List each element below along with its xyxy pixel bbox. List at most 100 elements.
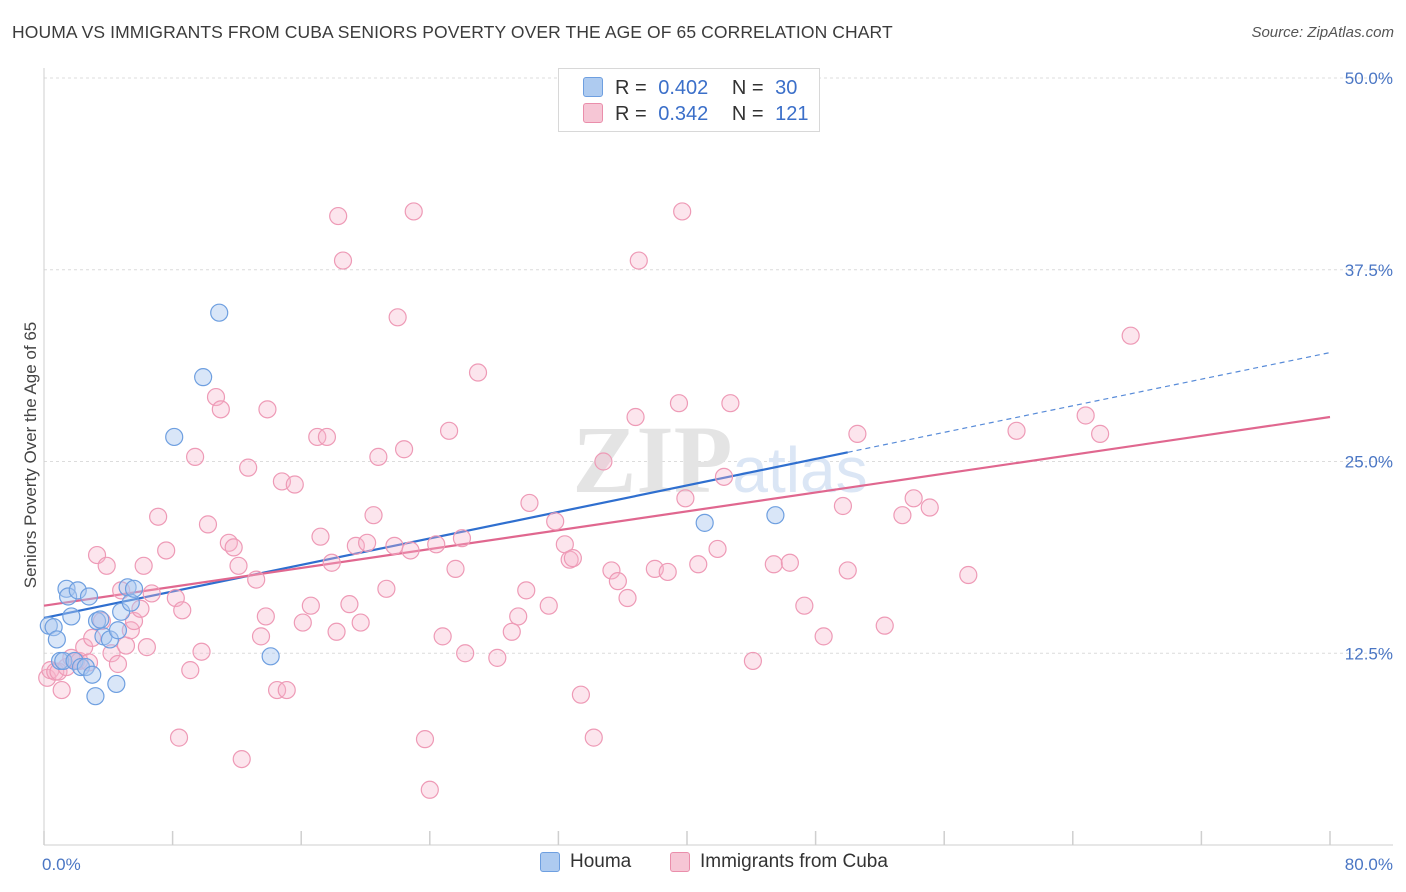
cuba-point <box>211 400 230 419</box>
cuba-point <box>131 599 150 618</box>
r-value: 0.342 <box>658 103 709 125</box>
axes <box>43 68 1393 846</box>
cuba-point <box>285 475 304 494</box>
cuba-point <box>427 535 446 554</box>
cuba-point <box>192 642 211 661</box>
cuba-point <box>446 559 465 578</box>
cuba-point <box>764 555 783 574</box>
cuba-point <box>721 394 740 413</box>
cuba-point <box>327 622 346 641</box>
houma-point <box>766 506 785 525</box>
source-credit: Source: ZipAtlas.com <box>1251 24 1394 41</box>
cuba-point <box>247 570 266 589</box>
n-value: 121 <box>775 103 809 125</box>
houma-point <box>47 630 66 649</box>
legend-houma-label: Houma <box>570 851 632 872</box>
cuba-point <box>502 622 521 641</box>
cuba-point <box>258 400 277 419</box>
cuba-point <box>848 424 867 443</box>
cuba-point <box>401 541 420 560</box>
cuba-point <box>52 680 71 700</box>
houma-point <box>59 587 78 606</box>
stats-row-houma: R = 0.402 N = 30 <box>583 77 798 99</box>
y-axis-label: Seniors Poverty Over the Age of 65 <box>21 322 40 588</box>
cuba-point <box>488 648 507 667</box>
houma-point <box>62 607 81 626</box>
cuba-point <box>346 536 365 555</box>
cuba-point <box>1007 421 1026 440</box>
houma-point <box>107 674 126 694</box>
cuba-point <box>594 452 613 471</box>
cuba-point <box>340 595 359 614</box>
series-immigrants-from-cuba <box>38 202 1140 799</box>
cuba-point <box>708 539 727 559</box>
cuba-point <box>116 636 136 655</box>
n-label: N = <box>731 77 764 99</box>
cuba-point <box>256 607 275 626</box>
houma-point <box>210 303 229 322</box>
houma-point <box>79 587 99 606</box>
cuba-point <box>517 581 536 600</box>
houma-point <box>695 513 714 532</box>
cuba-point <box>626 407 645 427</box>
cuba-point <box>232 749 251 769</box>
cuba-point <box>658 562 677 582</box>
cuba-point <box>1076 406 1095 425</box>
cuba-point <box>277 680 296 700</box>
cuba-point <box>293 613 312 632</box>
x-tick-label-max: 80.0% <box>1345 855 1393 874</box>
cuba-point <box>149 507 168 526</box>
cuba-point <box>602 561 621 580</box>
cuba-point <box>377 579 396 598</box>
cuba-point <box>308 427 327 447</box>
cuba-point <box>415 730 435 749</box>
cuba-point <box>267 680 287 700</box>
cuba-point <box>229 556 248 575</box>
cuba-point <box>420 780 439 799</box>
legend-houma-swatch <box>540 852 560 872</box>
cuba-point <box>780 553 799 572</box>
cuba-point <box>673 202 692 221</box>
cuba-point <box>108 654 128 674</box>
stats-legend: R = 0.402 N = 30 R = 0.342 N = 121 <box>558 68 820 132</box>
cuba-point <box>676 489 695 508</box>
cuba-point <box>358 533 377 552</box>
cuba-point <box>893 506 912 525</box>
cuba-point <box>520 493 539 513</box>
cuba-point <box>329 206 348 226</box>
cuba-point <box>468 363 488 382</box>
houma-point <box>112 602 131 621</box>
cuba-point <box>795 596 814 615</box>
cuba-point <box>433 627 452 646</box>
cuba-point <box>311 527 330 546</box>
cuba-point <box>456 644 475 663</box>
cuba-point <box>875 616 894 635</box>
cuba-point <box>743 651 763 671</box>
y-tick-label: 12.5% <box>1345 644 1393 663</box>
houma-point <box>83 665 102 684</box>
cuba-point <box>608 572 627 591</box>
cuba-point <box>102 644 121 663</box>
cuba-point <box>351 613 370 632</box>
tick-labels: 12.5% 25.0% 37.5% 50.0% 0.0% 80.0% <box>42 69 1393 874</box>
cuba-point <box>618 588 637 608</box>
r-value: 0.402 <box>658 77 709 99</box>
cuba-point <box>833 496 853 516</box>
cuba-point <box>317 427 337 447</box>
cuba-point <box>137 638 156 657</box>
cuba-point <box>169 728 189 747</box>
cuba-point <box>394 440 414 459</box>
cuba-point <box>142 584 161 603</box>
cuba-point <box>224 538 243 557</box>
cuba-point <box>439 421 459 440</box>
houma-swatch <box>583 77 603 97</box>
cuba-point <box>904 489 923 508</box>
n-value: 30 <box>775 77 798 99</box>
y-tick-label: 50.0% <box>1345 69 1393 88</box>
n-label: N = <box>731 103 764 125</box>
cuba-point <box>814 627 833 646</box>
cuba-point <box>301 596 320 615</box>
cuba-point <box>452 529 472 548</box>
houma-point <box>68 581 87 600</box>
